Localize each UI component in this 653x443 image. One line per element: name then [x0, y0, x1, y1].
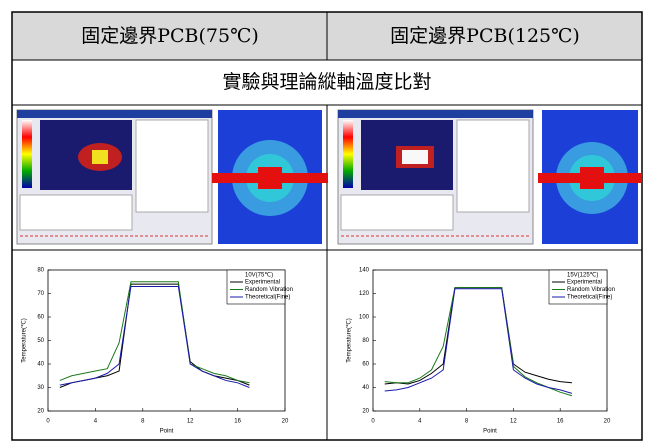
- legend-label: Theoretical(Fine): [567, 295, 612, 301]
- y-tick-label: 60: [362, 362, 369, 368]
- document: 固定邊界PCB(75℃) 固定邊界PCB(125℃) 實驗與理論縱軸溫度比對: [0, 0, 653, 443]
- y-tick-label: 60: [37, 315, 44, 321]
- x-tick-label: 16: [557, 419, 564, 425]
- x-tick-label: 12: [510, 419, 517, 425]
- x-tick-label: 20: [282, 419, 289, 425]
- header-cell: 固定邊界PCB(75℃): [81, 25, 259, 47]
- x-tick-label: 4: [94, 419, 98, 425]
- legend-label: Experimental: [245, 280, 280, 286]
- model-image: [212, 110, 328, 244]
- y-tick-label: 20: [37, 409, 44, 415]
- legend-label: Random Vibration: [567, 287, 615, 293]
- y-axis-label: Temperature(℃): [22, 318, 28, 362]
- y-tick-label: 120: [359, 291, 370, 297]
- line-series: [385, 288, 572, 396]
- subtitle-cell: 實驗與理論縱軸溫度比對: [222, 71, 431, 93]
- thermal-image: [17, 110, 212, 244]
- y-axis-label: Temperature(℃): [347, 318, 353, 362]
- x-tick-label: 4: [418, 419, 422, 425]
- model-image: [538, 110, 642, 244]
- x-tick-label: 12: [187, 419, 194, 425]
- legend-label: Random Vibration: [245, 287, 293, 293]
- legend-title: 15V(125℃): [567, 273, 598, 279]
- y-tick-label: 30: [37, 385, 44, 391]
- page: 固定邊界PCB(75℃) 固定邊界PCB(125℃) 實驗與理論縱軸溫度比對: [0, 0, 653, 443]
- y-tick-label: 80: [362, 338, 369, 344]
- y-tick-label: 50: [37, 338, 44, 344]
- line-series: [60, 282, 250, 383]
- y-tick-label: 100: [359, 315, 370, 321]
- y-tick-label: 40: [362, 385, 369, 391]
- thermal-image: [338, 110, 533, 244]
- x-tick-label: 0: [46, 419, 50, 425]
- x-axis-label: Point: [160, 429, 174, 435]
- y-tick-label: 140: [359, 268, 370, 274]
- y-tick-label: 70: [37, 291, 44, 297]
- line-series: [385, 288, 572, 384]
- x-tick-label: 16: [234, 419, 241, 425]
- legend-title: 10V(75℃): [245, 273, 273, 279]
- x-axis-label: Point: [483, 429, 497, 435]
- x-tick-label: 20: [604, 419, 611, 425]
- x-tick-label: 8: [465, 419, 469, 425]
- header-cell: 固定邊界PCB(125℃): [390, 25, 580, 47]
- x-tick-label: 0: [371, 419, 375, 425]
- legend-label: Experimental: [567, 280, 602, 286]
- y-tick-label: 40: [37, 362, 44, 368]
- y-tick-label: 80: [37, 268, 44, 274]
- y-tick-label: 20: [362, 409, 369, 415]
- x-tick-label: 8: [141, 419, 145, 425]
- legend-label: Theoretical(Fine): [245, 295, 290, 301]
